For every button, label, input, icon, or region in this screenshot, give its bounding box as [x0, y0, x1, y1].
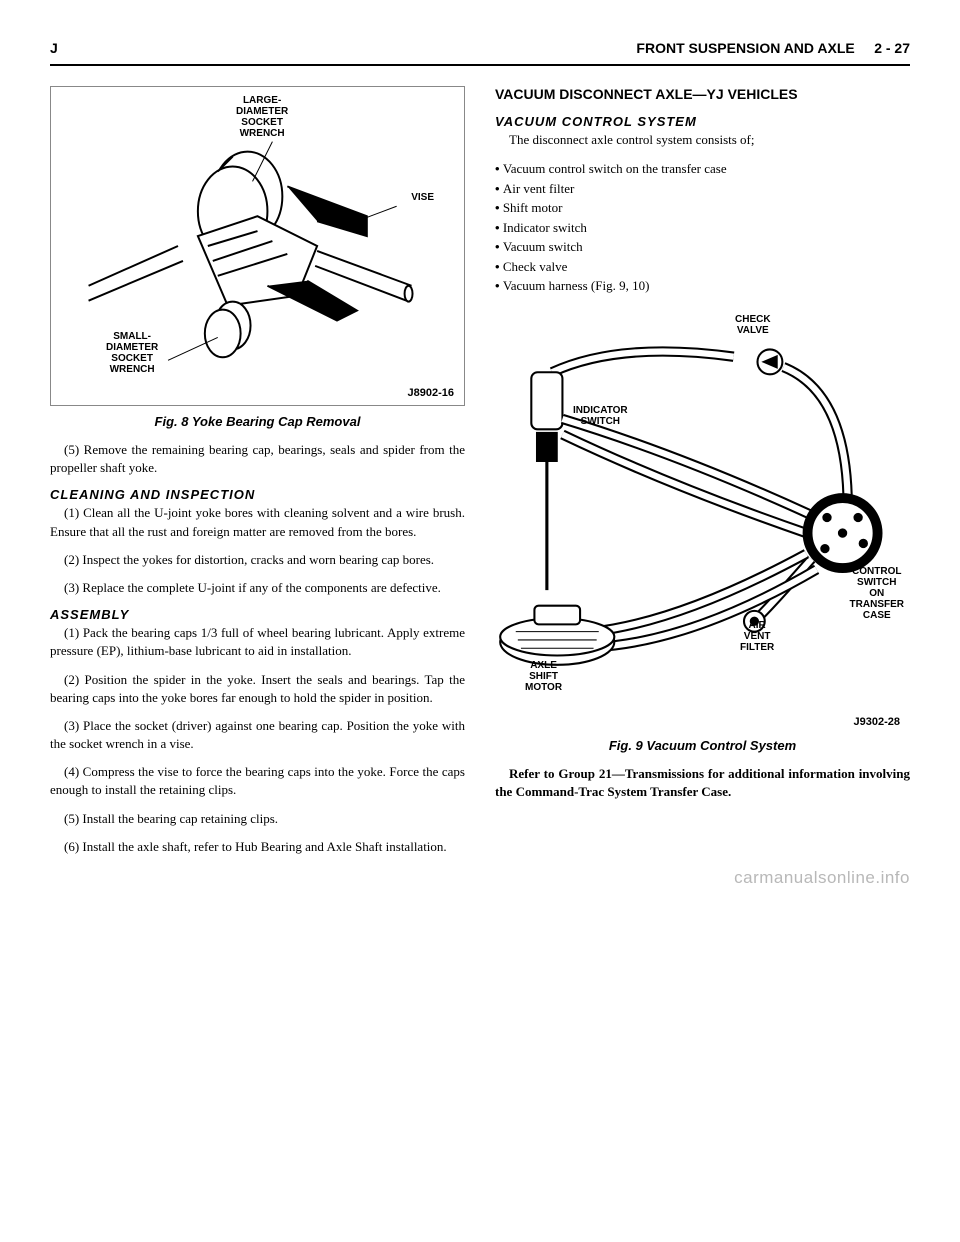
cleaning-heading: CLEANING AND INSPECTION [50, 487, 465, 502]
assembly-p2: (2) Position the spider in the yoke. Ins… [50, 671, 465, 707]
content-columns: LARGE- DIAMETER SOCKET WRENCH VISE SMALL… [50, 86, 910, 866]
watermark: carmanualsonline.info [734, 868, 910, 888]
fig9-label-control: CONTROL SWITCH ON TRANSFER CASE [850, 566, 904, 621]
fig9-label-axle-shift: AXLE SHIFT MOTOR [525, 660, 562, 693]
fig9-ref: J9302-28 [854, 716, 901, 728]
header-rule [50, 64, 910, 66]
vacuum-bullet-list: Vacuum control switch on the transfer ca… [495, 159, 910, 296]
assembly-p1: (1) Pack the bearing caps 1/3 full of wh… [50, 624, 465, 660]
header-left: J [50, 40, 58, 56]
page-header: J FRONT SUSPENSION AND AXLE 2 - 27 [50, 40, 910, 56]
list-item: Air vent filter [495, 179, 910, 199]
list-item: Indicator switch [495, 218, 910, 238]
fig8-label-small-socket: SMALL- DIAMETER SOCKET WRENCH [106, 331, 158, 375]
vacuum-sub-heading: VACUUM CONTROL SYSTEM [495, 114, 910, 129]
assembly-p6: (6) Install the axle shaft, refer to Hub… [50, 838, 465, 856]
fig8-ref: J8902-16 [408, 387, 455, 399]
final-para: Refer to Group 21—Transmissions for addi… [495, 765, 910, 801]
right-column: VACUUM DISCONNECT AXLE—YJ VEHICLES VACUU… [495, 86, 910, 866]
assembly-p4: (4) Compress the vise to force the beari… [50, 763, 465, 799]
fig8-label-vise: VISE [411, 192, 434, 203]
vacuum-intro: The disconnect axle control system consi… [495, 131, 910, 149]
fig9-label-check-valve: CHECK VALVE [735, 314, 771, 336]
assembly-p3: (3) Place the socket (driver) against on… [50, 717, 465, 753]
left-column: LARGE- DIAMETER SOCKET WRENCH VISE SMALL… [50, 86, 465, 866]
header-right: FRONT SUSPENSION AND AXLE 2 - 27 [636, 40, 910, 56]
figure-8: LARGE- DIAMETER SOCKET WRENCH VISE SMALL… [50, 86, 465, 406]
list-item: Vacuum harness (Fig. 9, 10) [495, 276, 910, 296]
fig9-label-indicator: INDICATOR SWITCH [573, 405, 628, 427]
fig8-caption: Fig. 8 Yoke Bearing Cap Removal [50, 414, 465, 429]
fig8-label-large-socket: LARGE- DIAMETER SOCKET WRENCH [236, 95, 288, 139]
cleaning-p1: (1) Clean all the U-joint yoke bores wit… [50, 504, 465, 540]
list-item: Vacuum switch [495, 237, 910, 257]
cleaning-p2: (2) Inspect the yokes for distortion, cr… [50, 551, 465, 569]
cleaning-p3: (3) Replace the complete U-joint if any … [50, 579, 465, 597]
para-step5: (5) Remove the remaining bearing cap, be… [50, 441, 465, 477]
assembly-heading: ASSEMBLY [50, 607, 465, 622]
list-item: Vacuum control switch on the transfer ca… [495, 159, 910, 179]
assembly-p5: (5) Install the bearing cap retaining cl… [50, 810, 465, 828]
fig9-label-air-vent: AIR VENT FILTER [740, 620, 774, 653]
main-heading: VACUUM DISCONNECT AXLE—YJ VEHICLES [495, 86, 910, 102]
figure-9: CHECK VALVE INDICATOR SWITCH CONTROL SWI… [495, 310, 910, 730]
list-item: Shift motor [495, 198, 910, 218]
list-item: Check valve [495, 257, 910, 277]
